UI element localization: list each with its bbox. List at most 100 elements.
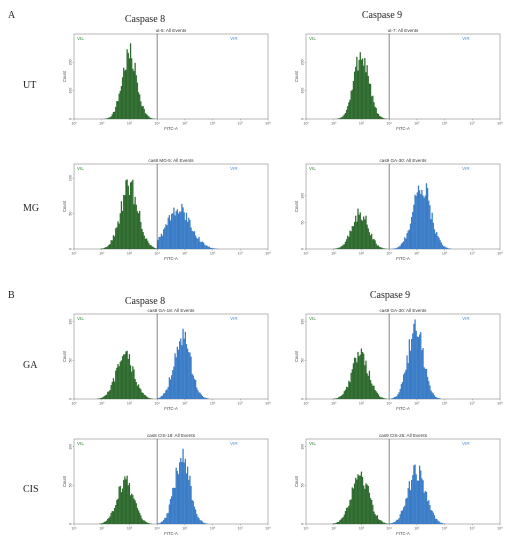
histogram-bin <box>342 517 344 524</box>
histogram-bin <box>113 508 116 524</box>
histogram-bin <box>413 204 415 249</box>
histogram-bin <box>433 395 436 399</box>
x-tick-label: 10⁵ <box>414 527 420 531</box>
histogram-bin <box>121 77 124 119</box>
histogram-bin <box>358 214 360 249</box>
histogram-bin <box>381 247 383 249</box>
histogram-bin <box>183 462 185 524</box>
histogram-bin <box>144 395 147 399</box>
histogram-series-vir <box>157 328 210 399</box>
gate-label-vil: VIL <box>309 316 316 321</box>
histogram-bin <box>158 397 160 399</box>
histogram-bin <box>150 398 152 399</box>
histogram-bin <box>190 356 192 399</box>
histogram-bin <box>142 520 144 524</box>
histogram-bin <box>169 498 172 524</box>
histogram-bin <box>396 519 398 524</box>
histogram-bin <box>344 112 347 119</box>
y-tick-label: 50 <box>69 212 73 216</box>
histogram-bin <box>398 392 400 399</box>
histogram-bin <box>190 485 192 524</box>
histogram-bin <box>403 507 405 524</box>
histogram-bin <box>108 117 110 119</box>
histogram-bin <box>136 385 139 399</box>
histogram-series-vil <box>332 471 389 524</box>
histogram-bin <box>143 235 145 249</box>
histogram-bin <box>408 481 410 524</box>
histogram-bin <box>355 215 357 249</box>
histogram-bin <box>111 114 113 119</box>
histogram-bin <box>180 211 182 249</box>
histogram-bin <box>196 387 198 399</box>
histogram-bin <box>399 245 401 249</box>
x-tick-label: 10³ <box>127 402 133 406</box>
panel-title: cas9 CIS-25: All Events <box>379 433 428 438</box>
histogram-bin <box>424 368 426 399</box>
histogram-bin <box>194 235 197 249</box>
histogram-bin <box>429 505 431 524</box>
histogram-bin <box>168 504 171 524</box>
x-axis-label: FITC-A <box>396 126 410 131</box>
histogram-bin <box>108 517 110 524</box>
histogram-bin <box>115 106 117 119</box>
histogram-bin <box>214 248 216 249</box>
histogram-bin <box>344 511 347 524</box>
histogram-bin <box>349 382 351 399</box>
histogram-bin <box>139 94 141 119</box>
histogram-bin <box>197 390 199 399</box>
y-tick-label: 0 <box>69 523 73 525</box>
histogram-bin <box>184 220 186 249</box>
histogram-bin <box>117 101 119 119</box>
histogram-bin <box>157 398 159 399</box>
histogram-bin <box>164 392 166 399</box>
histogram-bin <box>409 490 412 524</box>
y-tick-label: 200 <box>69 59 73 65</box>
histogram-bin <box>428 500 430 524</box>
histogram-bin <box>408 229 410 249</box>
histogram-panel-mg-caspase8: cas8 MG-5: All Events VIL VIR 10¹ 10² 10³ 10⁴ 1… <box>58 155 272 265</box>
histogram-bin <box>107 391 109 399</box>
histogram-bin <box>105 520 108 524</box>
x-tick-label: 10⁵ <box>414 402 420 406</box>
histogram-bin <box>366 484 368 524</box>
histogram-bin <box>126 475 128 524</box>
histogram-bin <box>351 89 353 119</box>
histogram-bin <box>181 461 183 524</box>
histogram-bin <box>194 380 197 399</box>
histogram-bin <box>119 361 121 399</box>
x-tick-label: 10⁶ <box>210 527 216 531</box>
histogram-bin <box>371 233 373 249</box>
histogram-bin <box>401 510 404 524</box>
x-tick-label: 10⁵ <box>414 252 420 256</box>
histogram-bin <box>111 381 113 399</box>
histogram-bin <box>347 235 349 249</box>
histogram-bin <box>148 116 150 119</box>
histogram-bin <box>379 520 381 524</box>
histogram-bin <box>416 336 418 399</box>
histogram-bin <box>359 475 361 524</box>
x-axis-label: FITC-A <box>164 256 178 261</box>
x-tick-label: 10¹ <box>303 402 309 406</box>
histogram-bin <box>444 246 446 249</box>
histogram-bin <box>185 473 188 524</box>
histogram-bin <box>102 522 104 524</box>
histogram-bin <box>430 390 432 399</box>
histogram-bin <box>208 246 210 249</box>
histogram-bin <box>415 195 417 249</box>
gate-label-vil: VIL <box>77 36 84 41</box>
histogram-bin <box>176 209 178 249</box>
histogram-bin <box>380 247 382 249</box>
histogram-bin <box>133 204 135 249</box>
histogram-bin <box>344 241 347 249</box>
y-axis-label: Count <box>294 350 299 362</box>
histogram-bin <box>337 397 340 399</box>
histogram-bin <box>103 521 105 524</box>
histogram-bin <box>125 351 127 399</box>
histogram-bin <box>409 223 412 249</box>
histogram-bin <box>147 397 149 399</box>
histogram-bin <box>161 521 164 524</box>
histogram-bin <box>398 246 400 249</box>
histogram-bin <box>337 521 340 524</box>
histogram-bin <box>150 118 152 119</box>
histogram-bin <box>351 487 353 524</box>
